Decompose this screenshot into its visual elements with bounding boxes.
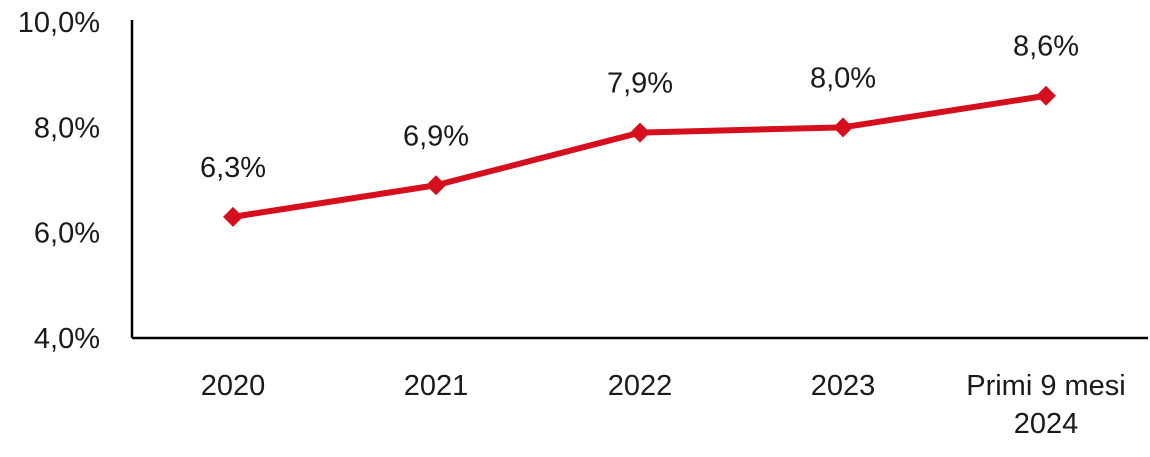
data-point-marker	[223, 206, 243, 227]
series-group: 6,3% 6,9% 7,9% 8,0% 8,6%	[200, 31, 1079, 227]
data-label: 6,9%	[403, 120, 469, 152]
data-point-marker	[426, 175, 446, 196]
x-category-label: 2023	[811, 370, 876, 402]
x-axis-category-labels: 2020 2021 2022 2023 Primi 9 mesi 2024	[201, 370, 1126, 440]
x-category-label: Primi 9 mesi 2024	[966, 370, 1126, 440]
y-axis-tick-labels: 4,0% 6,0% 8,0% 10,0%	[18, 7, 100, 355]
data-label: 7,9%	[607, 68, 673, 100]
data-label: 6,3%	[200, 152, 266, 184]
x-category-label: 2022	[608, 370, 673, 402]
data-point-marker	[1036, 85, 1056, 106]
y-tick-label: 10,0%	[18, 7, 100, 39]
data-point-marker	[833, 117, 853, 138]
x-category-label: 2021	[404, 370, 469, 402]
x-category-label: 2020	[201, 370, 266, 402]
data-point-marker	[630, 122, 650, 143]
y-tick-label: 6,0%	[34, 218, 100, 250]
data-label: 8,0%	[810, 62, 876, 94]
y-tick-label: 8,0%	[34, 112, 100, 144]
data-label: 8,6%	[1013, 31, 1079, 63]
y-tick-label: 4,0%	[34, 323, 100, 355]
series-line	[230, 92, 1049, 220]
